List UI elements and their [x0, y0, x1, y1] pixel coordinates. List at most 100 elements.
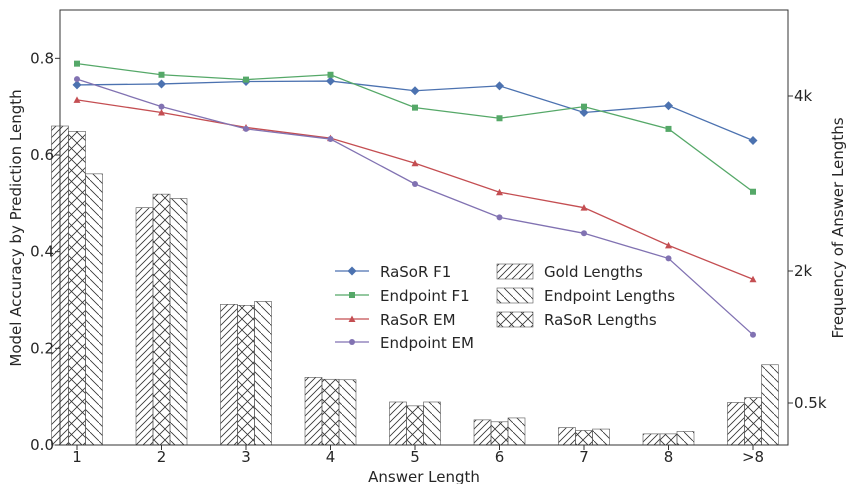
x-tick-label: 7 — [579, 448, 589, 466]
point-endpoint-f1 — [74, 60, 80, 67]
bar-gold-lengths — [304, 377, 323, 446]
right-tick-label: 2k — [794, 262, 813, 280]
left-tick-label: 0.0 — [30, 436, 54, 454]
bar-gold-lengths — [642, 433, 661, 446]
x-axis: 1 2 3 4 5 6 7 8 >8 — [72, 445, 764, 466]
point-endpoint-f1 — [327, 71, 334, 78]
point-endpoint-f1 — [243, 76, 249, 83]
bar-rasor-lengths — [575, 430, 593, 446]
point-endpoint-f1 — [665, 125, 672, 132]
bar-gold-lengths — [558, 427, 576, 446]
point-endpoint-em — [412, 181, 418, 187]
left-tick-label: 0.8 — [30, 49, 54, 67]
x-tick-label: >8 — [742, 448, 764, 466]
bar-endpoint-lengths — [761, 364, 779, 446]
x-tick-label: 4 — [326, 448, 336, 466]
right-axis-title: Frequency of Answer Lengths — [829, 117, 847, 338]
point-rasor-em — [73, 96, 81, 103]
right-tick-label: 4k — [794, 87, 813, 105]
legend-marker-endpoint-f1 — [349, 292, 355, 298]
x-tick-label: 2 — [157, 448, 167, 466]
bar-endpoint-lengths — [423, 401, 441, 446]
point-rasor-em — [665, 241, 672, 249]
bar-endpoint-lengths — [85, 173, 103, 446]
bar-rasor-lengths — [68, 131, 86, 446]
point-endpoint-em — [496, 214, 503, 221]
x-tick-label: 5 — [410, 448, 420, 466]
point-endpoint-f1 — [750, 188, 756, 195]
legend-label-endpoint-lengths: Endpoint Lengths — [544, 287, 675, 305]
point-endpoint-em — [158, 103, 165, 110]
point-rasor-f1 — [664, 101, 673, 111]
bar-rasor-lengths — [152, 193, 171, 446]
legend-marker-rasor-em — [348, 315, 356, 322]
bar-endpoint-lengths — [592, 428, 610, 446]
legend-label-rasor-lengths: RaSoR Lengths — [544, 311, 657, 329]
point-endpoint-em — [581, 230, 587, 237]
legend-marker-rasor-f1 — [347, 266, 357, 276]
point-rasor-em — [411, 159, 419, 167]
lines-layer — [72, 60, 758, 338]
bar-endpoint-lengths — [254, 301, 272, 446]
bar-rasor-lengths — [321, 378, 340, 446]
left-axis: 0.0 0.2 0.4 0.6 0.8 — [30, 49, 60, 454]
legend-marker-endpoint-em — [349, 339, 355, 345]
bar-rasor-lengths — [744, 397, 762, 446]
point-endpoint-em — [665, 255, 672, 262]
legend: RaSoR F1 Endpoint F1 RaSoR EM Endpoint EM Go… — [335, 263, 675, 352]
bar-endpoint-lengths — [676, 431, 695, 446]
point-rasor-f1 — [579, 107, 589, 117]
x-tick-label: 6 — [495, 448, 505, 466]
point-rasor-f1 — [326, 76, 335, 86]
bar-endpoint-lengths — [507, 417, 526, 446]
point-rasor-f1 — [72, 80, 82, 90]
point-rasor-em — [158, 108, 165, 116]
bar-gold-lengths — [727, 402, 745, 446]
left-tick-label: 0.4 — [30, 243, 54, 261]
legend-swatch-gold-lengths — [496, 263, 534, 280]
left-tick-label: 0.2 — [30, 339, 54, 357]
point-endpoint-f1 — [581, 103, 587, 110]
point-endpoint-em — [74, 76, 80, 83]
left-axis-title: Model Accuracy by Prediction Length — [7, 89, 25, 366]
bar-gold-lengths — [389, 401, 407, 446]
point-rasor-f1 — [410, 86, 420, 96]
point-endpoint-em — [750, 331, 756, 338]
bars-layer — [51, 125, 779, 446]
bar-gold-lengths — [135, 207, 154, 446]
bar-rasor-lengths — [490, 421, 509, 446]
legend-label-endpoint-em: Endpoint EM — [380, 334, 474, 352]
legend-label-rasor-f1: RaSoR F1 — [380, 263, 451, 281]
bar-gold-lengths — [220, 304, 238, 446]
bar-gold-lengths — [473, 419, 492, 446]
x-axis-title: Answer Length — [368, 468, 480, 484]
left-tick-label: 0.6 — [30, 146, 54, 164]
point-rasor-em — [496, 188, 503, 196]
plot-frame — [59, 9, 789, 446]
legend-swatch-endpoint-lengths — [496, 287, 534, 304]
x-tick-label: 1 — [72, 448, 82, 466]
point-rasor-f1 — [495, 81, 504, 91]
legend-label-gold-lengths: Gold Lengths — [544, 263, 643, 281]
right-tick-label: 0.5k — [794, 394, 827, 412]
point-endpoint-f1 — [158, 71, 165, 78]
point-rasor-em — [749, 275, 757, 283]
bar-rasor-lengths — [659, 433, 678, 446]
bar-rasor-lengths — [406, 405, 424, 446]
legend-swatch-rasor-lengths — [496, 311, 534, 328]
x-tick-label: 8 — [664, 448, 674, 466]
point-endpoint-f1 — [496, 115, 503, 122]
point-rasor-f1 — [748, 136, 758, 145]
bar-rasor-lengths — [237, 305, 255, 446]
bar-endpoint-lengths — [338, 379, 357, 446]
legend-label-endpoint-f1: Endpoint F1 — [380, 287, 470, 305]
right-axis: 4k 2k 0.5k — [788, 87, 827, 412]
point-endpoint-em — [243, 125, 249, 132]
point-endpoint-em — [327, 136, 334, 143]
bar-endpoint-lengths — [169, 198, 188, 446]
x-tick-label: 3 — [241, 448, 251, 466]
point-rasor-em — [580, 204, 588, 211]
legend-label-rasor-em: RaSoR EM — [380, 311, 456, 329]
